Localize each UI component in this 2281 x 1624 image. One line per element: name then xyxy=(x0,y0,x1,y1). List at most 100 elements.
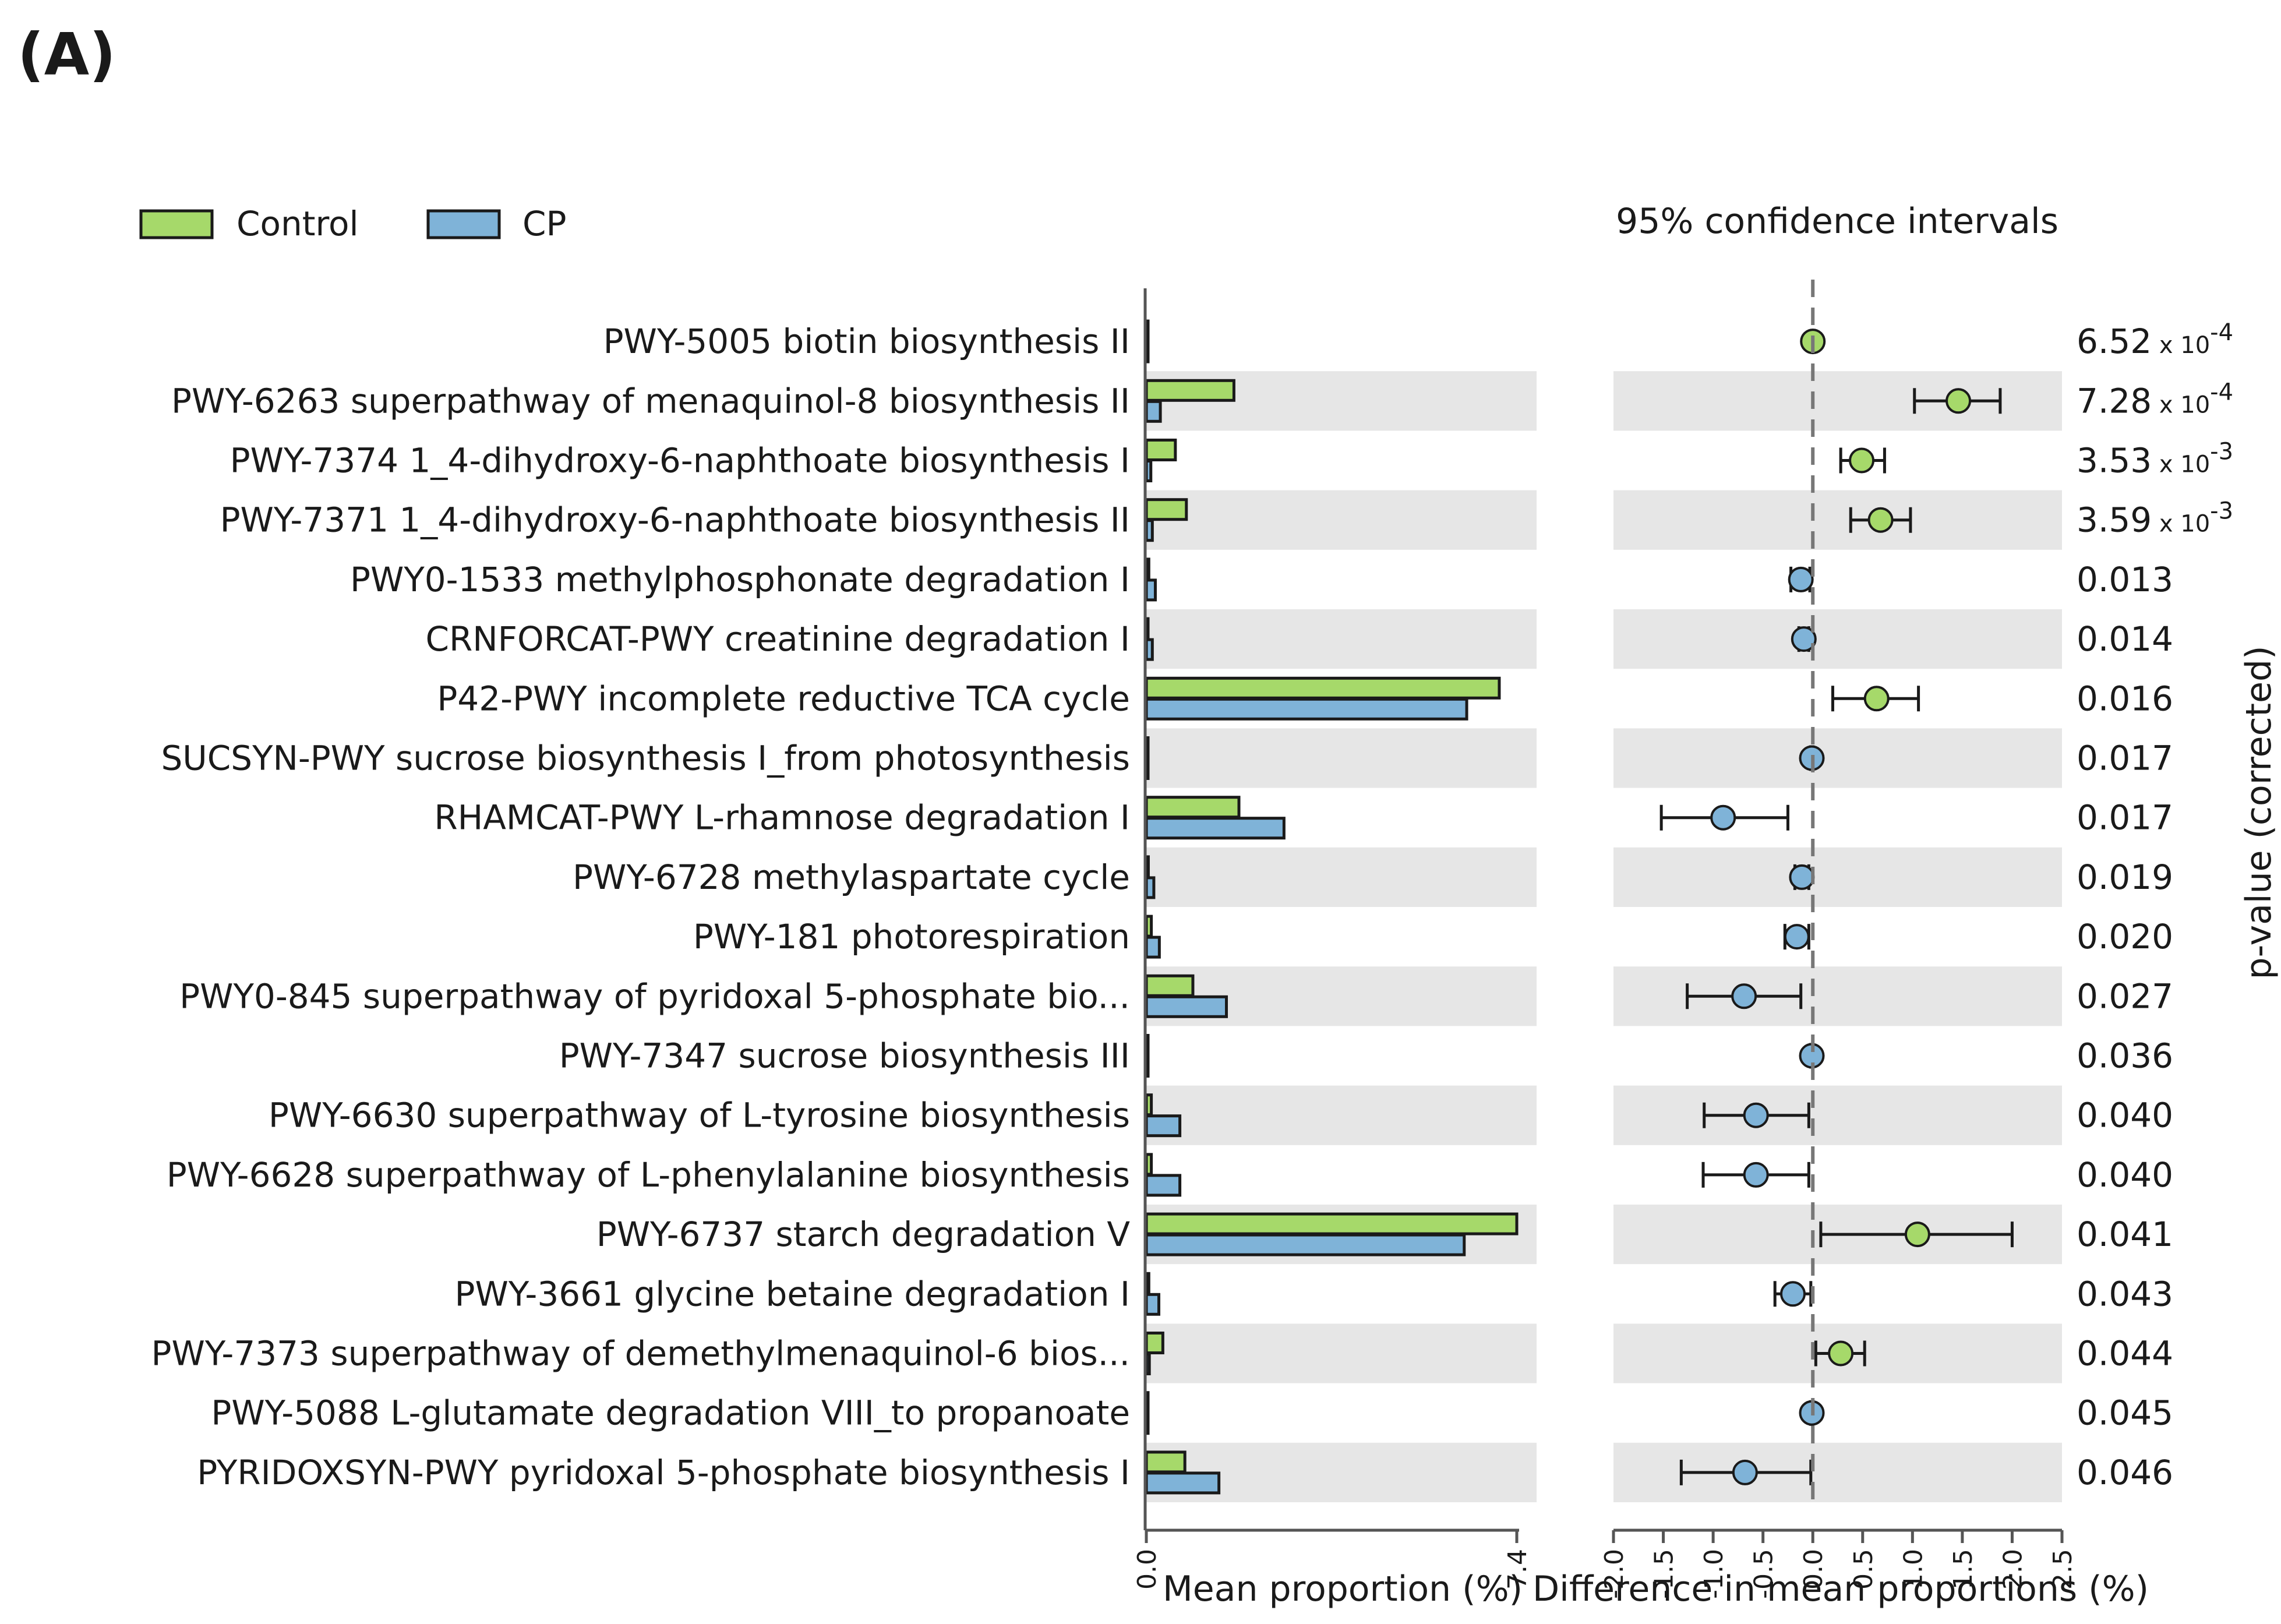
bar-control xyxy=(1145,676,1501,700)
p-value: 3.53 x 10-3 xyxy=(2077,439,2233,481)
pvalue-axis-title: p-value (corrected) xyxy=(2238,646,2279,980)
diff-axis-tick-label: 1.0 xyxy=(1898,1549,1928,1590)
bar-control xyxy=(1145,855,1150,878)
bar-control xyxy=(1145,1332,1164,1354)
pathway-label: SUCSYN-PWY sucrose biosynthesis I_from p… xyxy=(161,739,1130,778)
bar-control xyxy=(1145,1093,1153,1117)
p-value: 0.040 xyxy=(2077,1155,2173,1195)
ci-point xyxy=(1732,1459,1758,1485)
pathway-label: PWY-6630 superpathway of L-tyrosine bios… xyxy=(269,1096,1130,1135)
legend: Control CP xyxy=(139,204,566,243)
bar-cp xyxy=(1145,1114,1182,1138)
p-value: 0.017 xyxy=(2077,798,2173,838)
pathway-label: PWY-6728 methylaspartate cycle xyxy=(573,857,1130,897)
diff-axis-title: Difference in mean proportions (%) xyxy=(1533,1569,2149,1609)
ci-point xyxy=(1945,388,1972,414)
pathway-label: CRNFORCAT-PWY creatinine degradation I xyxy=(425,619,1130,659)
row-band-mean xyxy=(1146,728,1537,788)
diff-axis-tick-label: 0.0 xyxy=(1799,1549,1828,1590)
ci-point xyxy=(1863,686,1890,712)
pathway-label: PWY-7373 superpathway of demethylmenaqui… xyxy=(151,1334,1130,1374)
difference-axis: -2.0 -1.5 -1.0 -0.5 0.0 0.5 1.0 1.5 2.0 2.5 xyxy=(1599,1528,2078,1599)
bar-cp xyxy=(1145,995,1228,1018)
pathway-label: PWY0-1533 methylphosphonate degradation … xyxy=(350,560,1130,599)
row-band-diff xyxy=(1613,1085,2062,1145)
pathway-label: PWY-181 photorespiration xyxy=(693,917,1130,956)
pathway-label: PWY0-845 superpathway of pyridoxal 5-pho… xyxy=(179,976,1130,1016)
ci-point xyxy=(1828,1340,1854,1367)
mean-axis-tick-label: 7.4 xyxy=(1503,1549,1533,1590)
pathway-label: PYRIDOXSYN-PWY pyridoxal 5-phosphate bio… xyxy=(197,1453,1130,1492)
diff-axis-tick-label: 2.0 xyxy=(1998,1549,2028,1590)
pathway-label: PWY-7347 sucrose biosynthesis III xyxy=(559,1036,1130,1076)
bar-cp xyxy=(1145,519,1154,542)
panel-label: (A) xyxy=(17,20,116,89)
bar-cp xyxy=(1145,460,1153,482)
row-band-mean xyxy=(1146,609,1537,669)
legend-swatch-control xyxy=(139,209,214,239)
p-value: 0.017 xyxy=(2077,739,2173,778)
ci-point xyxy=(1791,626,1817,652)
bar-control xyxy=(1145,439,1177,461)
ci-point xyxy=(1710,804,1736,831)
diff-axis-tick-label: 1.5 xyxy=(1948,1549,1978,1590)
p-value: 0.019 xyxy=(2077,857,2173,897)
row-band-diff xyxy=(1613,966,2062,1026)
p-value: 7.28 x 10-4 xyxy=(2077,379,2233,421)
bar-cp xyxy=(1145,1353,1151,1375)
bar-control xyxy=(1145,1450,1187,1474)
bar-cp xyxy=(1145,400,1162,423)
row-band-diff xyxy=(1613,490,2062,550)
p-value: 0.046 xyxy=(2077,1453,2173,1492)
legend-swatch-cp xyxy=(426,209,501,239)
row-backgrounds xyxy=(1146,371,2062,1502)
row-band-mean xyxy=(1146,490,1537,550)
legend-label-control: Control xyxy=(236,204,359,243)
bar-cp xyxy=(1145,1471,1221,1495)
p-value: 0.036 xyxy=(2077,1036,2173,1076)
bar-control xyxy=(1145,379,1235,402)
ci-point xyxy=(1904,1221,1930,1248)
bar-cp xyxy=(1145,1233,1466,1256)
pathway-label: PWY-7374 1_4-dihydroxy-6-naphthoate bios… xyxy=(230,441,1130,481)
row-band-mean xyxy=(1146,1323,1537,1383)
row-band-diff xyxy=(1613,728,2062,788)
ci-point xyxy=(1867,507,1894,533)
pathway-label: RHAMCAT-PWY L-rhamnose degradation I xyxy=(434,798,1130,838)
ci-title: 95% confidence intervals xyxy=(1616,201,2058,242)
pathway-label: PWY-7371 1_4-dihydroxy-6-naphthoate bios… xyxy=(220,500,1130,540)
p-value: 0.016 xyxy=(2077,679,2173,718)
bar-control xyxy=(1145,1272,1150,1295)
p-value: 0.013 xyxy=(2077,560,2173,599)
ci-point xyxy=(1788,566,1814,592)
p-value: 6.52 x 10-4 xyxy=(2077,319,2233,361)
ci-point xyxy=(1789,864,1815,890)
row-band-diff xyxy=(1613,847,2062,907)
bar-cp xyxy=(1145,817,1286,840)
ci-point xyxy=(1731,983,1757,1009)
bar-control xyxy=(1145,974,1195,997)
p-value: 0.041 xyxy=(2077,1215,2173,1254)
bar-cp xyxy=(1145,935,1161,959)
p-value: 0.040 xyxy=(2077,1096,2173,1135)
diff-axis-tick-label: 2.5 xyxy=(2048,1549,2078,1590)
bar-cp xyxy=(1145,1174,1182,1197)
p-value: 0.044 xyxy=(2077,1334,2173,1374)
bar-control xyxy=(1145,796,1241,819)
bar-cp xyxy=(1145,1293,1160,1316)
p-value: 0.027 xyxy=(2077,976,2173,1016)
p-value: 0.014 xyxy=(2077,619,2173,659)
ci-point xyxy=(1780,1281,1806,1307)
row-band-mean xyxy=(1146,1085,1537,1145)
pathway-label: P42-PWY incomplete reductive TCA cycle xyxy=(437,679,1130,718)
pathway-label: PWY-6628 superpathway of L-phenylalanine… xyxy=(167,1155,1130,1195)
bar-control xyxy=(1145,557,1150,581)
ci-point xyxy=(1849,447,1875,474)
ci-point xyxy=(1743,1102,1769,1128)
bar-cp xyxy=(1145,876,1156,899)
pathway-label: PWY-6263 superpathway of menaquinol-8 bi… xyxy=(171,381,1130,421)
ci-point xyxy=(1784,924,1810,950)
pathway-label: PWY-3661 glycine betaine degradation I xyxy=(455,1274,1130,1314)
mean-axis-tick-label: 0.0 xyxy=(1132,1549,1162,1590)
row-band-diff xyxy=(1613,609,2062,669)
